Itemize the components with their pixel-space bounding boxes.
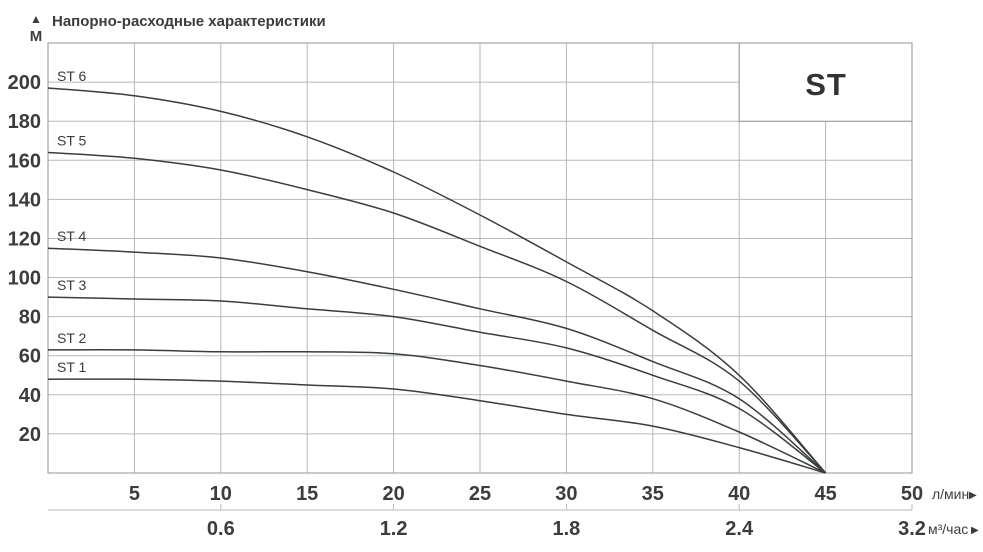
y-tick-label-80: 80 [19, 307, 41, 329]
x-tick-label-30: 30 [555, 483, 577, 505]
curve-label-st-3: ST 3 [57, 277, 87, 293]
x2-tick-label-1.2: 1.2 [380, 518, 408, 540]
curve-label-st-5: ST 5 [57, 133, 87, 149]
x-tick-label-25: 25 [469, 483, 491, 505]
y-axis-arrow-up-icon: ▲ [30, 12, 42, 26]
curve-label-st-2: ST 2 [57, 330, 87, 346]
x-tick-label-50: 50 [901, 483, 923, 505]
x-tick-label-10: 10 [210, 483, 232, 505]
curve-st-6 [47, 87, 827, 474]
x2-tick-label-2.4: 2.4 [725, 518, 754, 540]
chart-plot-layer: ST 1 ST 2 ST 3 ST 4 ST 5 ST 6 20 40 60 80 100 120 14… [8, 42, 926, 540]
x2-tick-label-0.6: 0.6 [207, 518, 235, 540]
curve-st-2 [47, 348, 826, 474]
x-axis-unit-label: л/мин [932, 486, 969, 502]
x-tick-label-45: 45 [814, 483, 836, 505]
x-tick-label-20: 20 [382, 483, 404, 505]
y-tick-label-40: 40 [19, 385, 41, 407]
series-family-box [738, 42, 913, 122]
plot-border [47, 42, 913, 474]
x2-tick-label-1.8: 1.8 [552, 518, 580, 540]
y-tick-label-160: 160 [8, 150, 41, 172]
y-tick-label-100: 100 [8, 268, 41, 290]
chart-title: Напорно-расходные характеристики [52, 13, 326, 30]
x2-tick-label-3.2: 3.2 [898, 518, 926, 540]
x-tick-label-35: 35 [642, 483, 664, 505]
curve-label-st-6: ST 6 [57, 68, 87, 84]
y-tick-label-20: 20 [19, 424, 41, 446]
x-tick-label-5: 5 [129, 483, 140, 505]
x2-axis-arrow-right-icon: ▶ [971, 525, 979, 536]
y-tick-label-180: 180 [8, 111, 41, 133]
x-tick-label-15: 15 [296, 483, 318, 505]
curve-st-4 [47, 247, 827, 474]
y-axis-unit-label: М [30, 28, 43, 45]
curve-st-1 [47, 378, 826, 474]
curve-label-st-1: ST 1 [57, 359, 87, 375]
y-tick-label-200: 200 [8, 72, 41, 94]
x-tick-label-40: 40 [728, 483, 750, 505]
series-family-label: ST [805, 67, 847, 102]
curve-st-5 [47, 151, 827, 474]
curve-label-st-4: ST 4 [57, 228, 87, 244]
y-tick-label-120: 120 [8, 229, 41, 251]
y-tick-label-60: 60 [19, 346, 41, 368]
x2-axis-unit-label: м³/час [928, 521, 968, 537]
y-tick-label-140: 140 [8, 189, 41, 211]
curve-st-3 [47, 296, 827, 474]
x-axis-arrow-right-icon: ▶ [969, 490, 977, 501]
